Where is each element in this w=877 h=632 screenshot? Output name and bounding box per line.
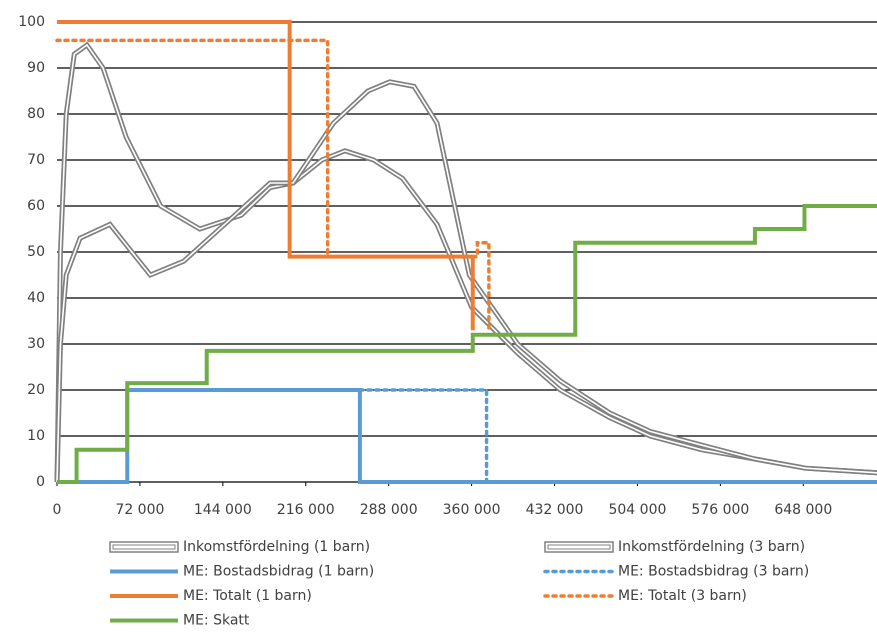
density-line: [54, 79, 877, 483]
x-tick-label: 360 000: [443, 502, 501, 518]
x-tick-label: 288 000: [360, 502, 418, 518]
legend-label: ME: Skatt: [183, 613, 250, 629]
x-tick-label: 432 000: [526, 502, 584, 518]
legend-label: ME: Totalt (1 barn): [183, 588, 312, 604]
legend-label: ME: Totalt (3 barn): [618, 588, 747, 604]
y-tick-label: 40: [27, 290, 45, 306]
legend-label: ME: Bostadsbidrag (3 barn): [618, 564, 809, 580]
line: [358, 388, 489, 484]
line: [55, 38, 491, 332]
y-tick-label: 60: [27, 198, 45, 214]
y-tick-label: 10: [27, 428, 45, 444]
line: [57, 20, 475, 331]
x-tick-label: 72 000: [115, 502, 164, 518]
x-tick-label: 0: [53, 502, 62, 518]
line: [57, 388, 877, 484]
x-tick-label: 576 000: [691, 502, 749, 518]
y-tick-label: 0: [36, 474, 45, 490]
y-tick-label: 50: [27, 244, 45, 260]
y-tick-label: 80: [27, 106, 45, 122]
line: [57, 204, 877, 484]
legend-swatch-inner: [547, 544, 611, 550]
density-line-inner: [56, 43, 877, 483]
legend-label: ME: Bostadsbidrag (1 barn): [183, 564, 374, 580]
legend-label: Inkomstfördelning (1 barn): [183, 539, 370, 555]
x-tick-label: 504 000: [608, 502, 666, 518]
y-tick-label: 70: [27, 152, 45, 168]
y-tick-label: 100: [18, 14, 45, 30]
y-tick-label: 30: [27, 336, 45, 352]
legend-label: Inkomstfördelning (3 barn): [618, 539, 805, 555]
legend-swatch-inner: [112, 544, 176, 550]
x-tick-label: 216 000: [277, 502, 335, 518]
density-line-inner: [56, 80, 877, 483]
y-tick-label: 90: [27, 60, 45, 76]
y-tick-label: 20: [27, 382, 45, 398]
x-tick-label: 648 000: [774, 502, 832, 518]
x-tick-label: 144 000: [194, 502, 252, 518]
